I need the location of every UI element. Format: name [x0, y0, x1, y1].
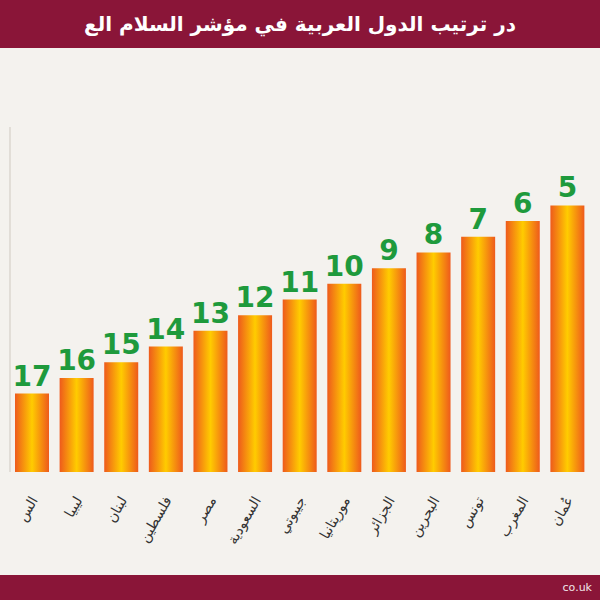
html-text:co.uk: co.uk	[562, 581, 592, 594]
svg-text:15: 15	[102, 328, 141, 361]
svg-text:14: 14	[146, 313, 185, 346]
svg-text:17: 17	[13, 360, 52, 393]
svg-text:8: 8	[424, 218, 443, 251]
svg-text:جيبوتي: جيبوتي	[275, 494, 310, 537]
svg-text:الجزائر: الجزائر	[363, 494, 398, 538]
svg-text:موريتانيا: موريتانيا	[316, 494, 354, 543]
svg-text:10: 10	[325, 250, 364, 283]
svg-text:تونس: تونس	[457, 493, 488, 530]
svg-text:الس: الس	[14, 494, 42, 525]
svg-text:9: 9	[379, 234, 398, 267]
svg-text:ليبيا: ليبيا	[61, 494, 85, 520]
svg-text:المغرب: المغرب	[496, 494, 533, 541]
svg-text:فلسطين: فلسطين	[136, 494, 176, 546]
svg-text:12: 12	[236, 281, 275, 314]
svg-text:6: 6	[513, 187, 532, 220]
svg-text:5: 5	[558, 171, 577, 204]
svg-text:16: 16	[57, 344, 96, 377]
svg-text:لبنان: لبنان	[103, 494, 130, 526]
svg-text:7: 7	[468, 203, 487, 236]
svg-text:11: 11	[280, 266, 319, 299]
svg-text:عُمان: عُمان	[547, 494, 576, 529]
svg-text:مصر: مصر	[191, 494, 220, 527]
svg-text:البحرين: البحرين	[407, 494, 444, 540]
html-text:در ترتيب الدول العربية في مؤشر: در ترتيب الدول العربية في مؤشر السلام ال…	[84, 12, 516, 36]
svg-text:السعودية: السعودية	[224, 494, 265, 548]
svg-text:13: 13	[191, 297, 230, 330]
